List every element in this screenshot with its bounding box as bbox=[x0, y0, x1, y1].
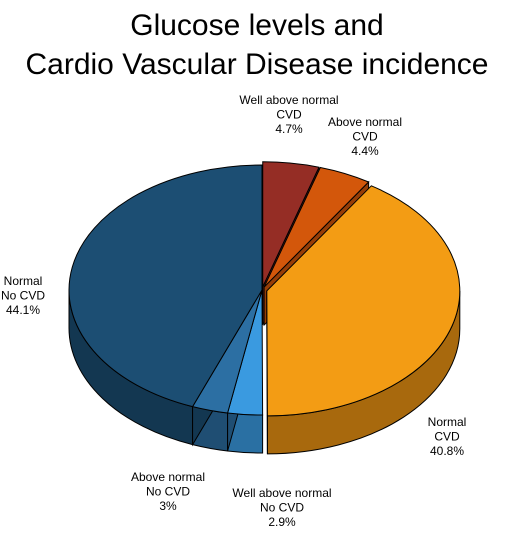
slice-label-2-line-3: 4.4% bbox=[351, 144, 379, 158]
slice-label-4: Well above normal No CVD 2.9% bbox=[232, 486, 331, 529]
slice-label-5-line-1: Above normal bbox=[131, 470, 205, 484]
slice-label-4-line-1: Well above normal bbox=[232, 486, 331, 500]
pie-tops bbox=[68, 161, 461, 417]
slice-label-5-line-3: 3% bbox=[159, 499, 177, 513]
slice-label-6-line-3: 44.1% bbox=[6, 303, 40, 317]
slice-label-2: Above normal CVD 4.4% bbox=[328, 115, 402, 158]
slice-label-1: Well above normal CVD 4.7% bbox=[239, 93, 338, 136]
slice-label-1-line-1: Well above normal bbox=[239, 93, 338, 107]
pie-labels: Well above normal CVD 4.7% Above normal CVD 4… bbox=[1, 93, 466, 529]
chart-title: Glucose levels and Cardio Vascular Disea… bbox=[0, 6, 514, 84]
pie-slice-3 bbox=[266, 185, 461, 417]
slice-label-4-line-2: No CVD bbox=[260, 501, 304, 515]
slice-label-3-line-2: CVD bbox=[434, 430, 460, 444]
pie-slice-2 bbox=[263, 166, 370, 288]
slice-label-5: Above normal No CVD 3% bbox=[131, 470, 205, 513]
slice-label-5-line-2: No CVD bbox=[146, 485, 190, 499]
chart-title-line-1: Glucose levels and bbox=[130, 9, 384, 42]
chart-title-line-2: Cardio Vascular Disease incidence bbox=[25, 48, 489, 81]
slice-label-6: Normal No CVD 44.1% bbox=[1, 274, 45, 317]
slice-label-1-line-2: CVD bbox=[276, 108, 302, 122]
slice-label-1-line-3: 4.7% bbox=[275, 122, 303, 136]
slice-label-6-line-1: Normal bbox=[4, 274, 43, 288]
slice-label-3-line-3: 40.8% bbox=[430, 444, 464, 458]
pie-slice-6 bbox=[68, 164, 263, 408]
slice-label-3: Normal CVD 40.8% bbox=[428, 415, 467, 458]
slice-label-2-line-2: CVD bbox=[352, 130, 378, 144]
pie-slice-1 bbox=[262, 161, 320, 288]
slice-label-3-line-1: Normal bbox=[428, 415, 467, 429]
slice-label-4-line-3: 2.9% bbox=[268, 515, 296, 529]
slice-label-6-line-2: No CVD bbox=[1, 289, 45, 303]
slice-label-2-line-1: Above normal bbox=[328, 115, 402, 129]
